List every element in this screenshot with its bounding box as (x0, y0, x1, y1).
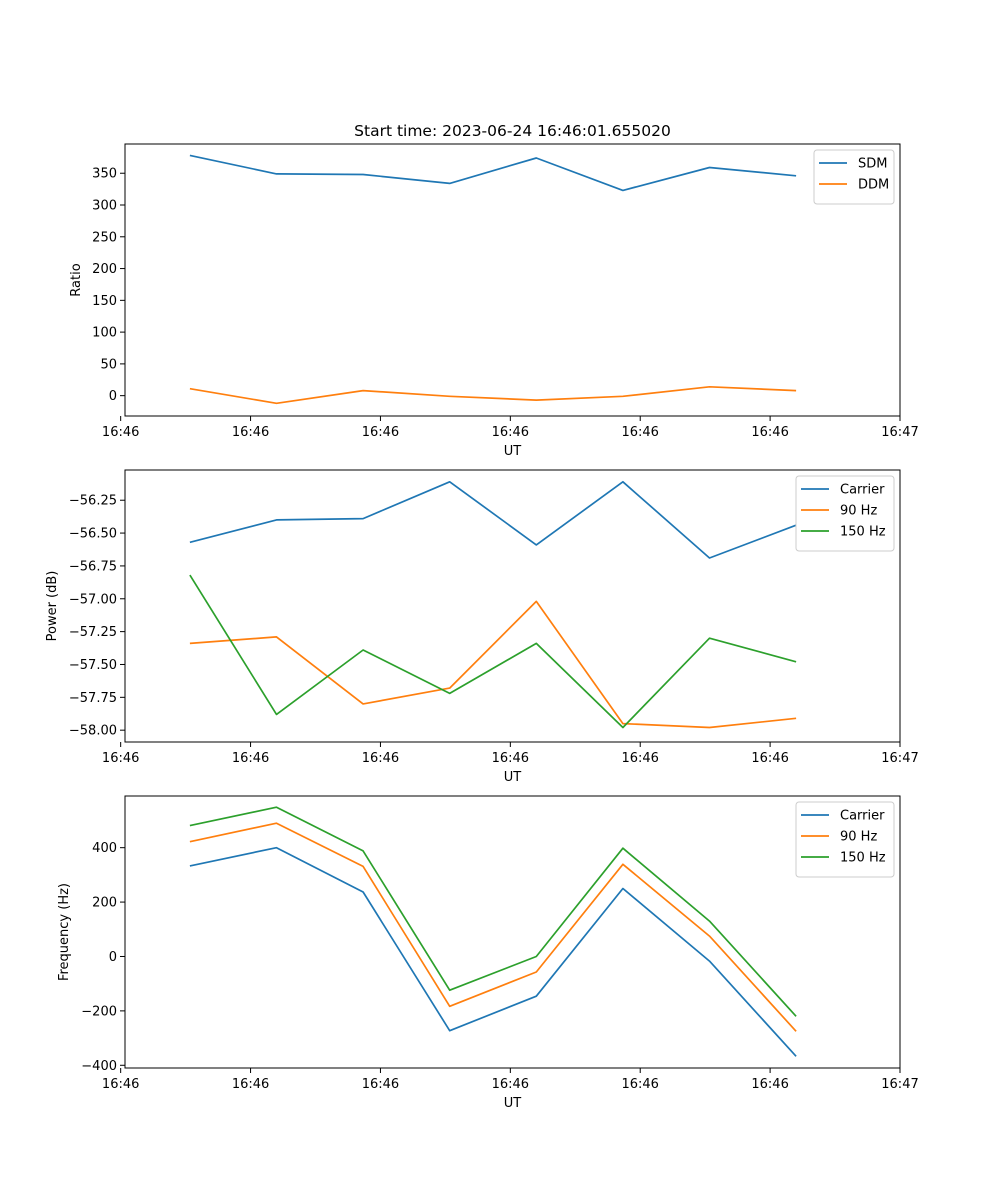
power-y-tick-label: −57.75 (69, 691, 117, 706)
frequency-y-tick-label: 400 (92, 841, 117, 856)
power-legend-label-carrier: Carrier (840, 483, 885, 498)
frequency-legend: Carrier 90 Hz 150 Hz (795, 801, 895, 878)
ratio-x-tick-label: 16:46 (232, 425, 269, 440)
frequency-x-axis-label: UT (504, 1096, 522, 1111)
figure-title: Start time: 2023-06-24 16:46:01.655020 (354, 122, 671, 140)
frequency-x-tick-label: 16:46 (102, 1077, 139, 1092)
power-x-tick-label: 16:46 (362, 751, 399, 766)
ratio-series-sdm-line (189, 154, 797, 192)
power-x-axis-label: UT (504, 770, 522, 785)
power-legend: Carrier 90 Hz 150 Hz (795, 475, 895, 552)
ratio-y-tick-label: 150 (92, 294, 117, 309)
frequency-legend-frame (795, 801, 895, 878)
frequency-x-tick-label: 16:47 (881, 1077, 918, 1092)
power-legend-label-90-hz: 90 Hz (840, 504, 877, 519)
frequency-panel: 16:46 16:46 16:46 16:46 16:46 16:46 16:47 −400 −… (57, 795, 919, 1111)
ratio-x-tick-label: 16:46 (621, 425, 658, 440)
power-series-90-hz-line (189, 600, 797, 729)
power-y-tick-label: −57.50 (69, 658, 117, 673)
ratio-y-axis-label: Ratio (69, 263, 84, 296)
frequency-y-tick-label: 200 (92, 896, 117, 911)
power-x-tick-label: 16:46 (492, 751, 529, 766)
ratio-x-tick-label: 16:47 (881, 425, 918, 440)
power-x-tick-label: 16:46 (102, 751, 139, 766)
frequency-legend-label-150-hz: 150 Hz (840, 851, 886, 866)
ratio-series-ddm-line (189, 385, 797, 405)
ratio-x-axis-label: UT (504, 444, 522, 459)
power-y-tick-label: −58.00 (69, 724, 117, 739)
power-x-tick-label: 16:46 (751, 751, 788, 766)
frequency-y-tick-label: 0 (109, 950, 117, 965)
frequency-legend-label-carrier: Carrier (840, 809, 885, 824)
ratio-y-tick-label: 200 (92, 262, 117, 277)
power-y-tick-label: −56.50 (69, 527, 117, 542)
frequency-x-tick-label: 16:46 (362, 1077, 399, 1092)
ratio-y-tick-label: 100 (92, 326, 117, 341)
power-panel: 16:46 16:46 16:46 16:46 16:46 16:46 16:47 −58.0… (45, 469, 919, 785)
frequency-x-tick-label: 16:46 (232, 1077, 269, 1092)
power-y-tick-label: −57.00 (69, 592, 117, 607)
power-y-axis-label: Power (dB) (45, 571, 60, 642)
ratio-axes-frame (124, 143, 901, 417)
power-series-150-hz-line (189, 574, 797, 729)
frequency-y-tick-label: −400 (81, 1059, 117, 1074)
power-axes-frame (124, 469, 901, 743)
ratio-y-tick-label: 300 (92, 199, 117, 214)
ratio-legend: SDM DDM (813, 149, 895, 205)
ratio-y-tick-label: 0 (109, 389, 117, 404)
frequency-y-tick-label: −200 (81, 1004, 117, 1019)
power-y-tick-label: −56.25 (69, 494, 117, 509)
frequency-axes-frame (124, 795, 901, 1069)
ratio-y-tick-label: 350 (92, 167, 117, 182)
power-series-carrier-line (189, 480, 797, 559)
ratio-x-tick-label: 16:46 (751, 425, 788, 440)
power-legend-label-150-hz: 150 Hz (840, 525, 886, 540)
frequency-y-axis-label: Frequency (Hz) (57, 883, 72, 981)
power-y-tick-label: −56.75 (69, 559, 117, 574)
power-x-tick-label: 16:46 (621, 751, 658, 766)
ratio-legend-label-ddm: DDM (858, 178, 889, 193)
frequency-x-tick-label: 16:46 (751, 1077, 788, 1092)
ratio-legend-label-sdm: SDM (858, 157, 887, 172)
frequency-x-tick-label: 16:46 (492, 1077, 529, 1092)
frequency-x-tick-label: 16:46 (621, 1077, 658, 1092)
frequency-legend-label-90-hz: 90 Hz (840, 830, 877, 845)
ratio-panel: 16:46 16:46 16:46 16:46 16:46 16:46 16:47 0 50 10… (69, 143, 919, 459)
frequency-series-150-hz-line (189, 806, 797, 1017)
ratio-x-tick-label: 16:46 (362, 425, 399, 440)
power-legend-frame (795, 475, 895, 552)
power-x-tick-label: 16:47 (881, 751, 918, 766)
ratio-x-tick-label: 16:46 (492, 425, 529, 440)
ratio-y-tick-label: 250 (92, 230, 117, 245)
ratio-x-tick-label: 16:46 (102, 425, 139, 440)
frequency-series-90-hz-line (189, 822, 797, 1032)
frequency-series-carrier-line (189, 846, 797, 1057)
power-y-tick-label: −57.25 (69, 625, 117, 640)
power-x-tick-label: 16:46 (232, 751, 269, 766)
ratio-y-tick-label: 50 (100, 357, 117, 372)
